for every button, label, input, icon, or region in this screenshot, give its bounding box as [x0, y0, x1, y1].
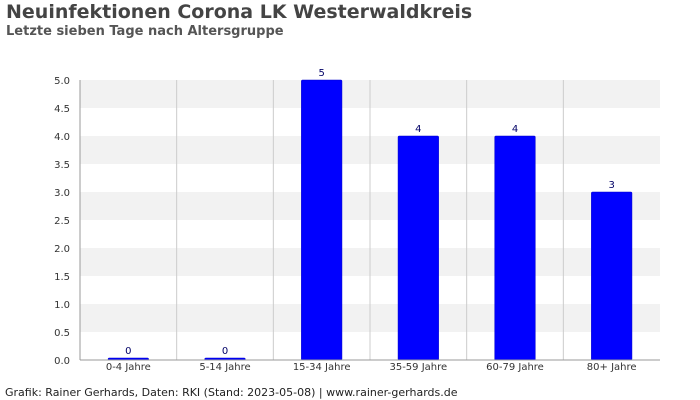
x-tick-label: 80+ Jahre [587, 362, 637, 373]
y-tick-label: 4.0 [54, 132, 70, 143]
y-tick-label: 0.5 [54, 328, 70, 339]
x-tick-label: 35-59 Jahre [389, 362, 447, 373]
y-tick-label: 1.0 [54, 300, 70, 311]
data-label: 4 [512, 124, 518, 135]
bar-60-79-jahre [494, 135, 536, 361]
y-tick-label: 4.5 [54, 104, 70, 115]
y-tick-label: 5.0 [54, 76, 70, 87]
data-label: 5 [318, 68, 324, 79]
x-tick-label: 15-34 Jahre [293, 362, 351, 373]
y-tick-label: 0.0 [54, 356, 70, 367]
data-label: 0 [222, 346, 228, 357]
x-tick-label: 60-79 Jahre [486, 362, 544, 373]
bar-15-34-jahre [301, 79, 343, 361]
chart-title: Neuinfektionen Corona LK Westerwaldkreis [6, 1, 473, 23]
plot-area: 0.0 0.5 1.0 1.5 2.0 2.5 3.0 3.5 4.0 4.5 5.0 0 0-4 Ja… [54, 68, 660, 373]
data-label: 4 [415, 124, 421, 135]
x-tick-label: 0-4 Jahre [106, 362, 151, 373]
bar-80-jahre [591, 191, 633, 361]
y-tick-label: 1.5 [54, 272, 70, 283]
y-tick-label: 2.0 [54, 244, 70, 255]
y-tick-label: 2.5 [54, 216, 70, 227]
chart-footer: Grafik: Rainer Gerhards, Daten: RKI (Sta… [5, 386, 458, 399]
bar-35-59-jahre [397, 135, 439, 361]
chart-subtitle: Letzte sieben Tage nach Altersgruppe [6, 24, 284, 39]
y-tick-label: 3.5 [54, 160, 70, 171]
data-label: 0 [125, 346, 131, 357]
data-label: 3 [608, 180, 614, 191]
y-tick-label: 3.0 [54, 188, 70, 199]
x-tick-label: 5-14 Jahre [199, 362, 250, 373]
